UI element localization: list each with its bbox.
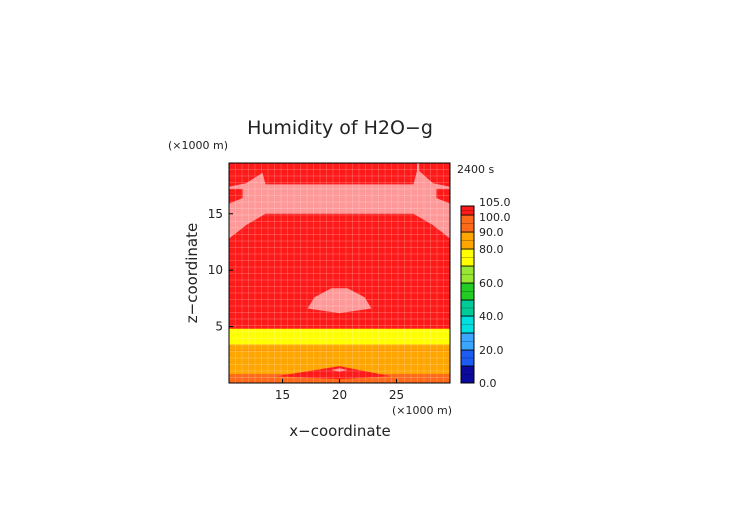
y-tick-label: 5 xyxy=(215,320,223,334)
region-band-sat-lower xyxy=(276,366,391,380)
colorbar-tick-label: 90.0 xyxy=(479,226,504,239)
region-red-top-center xyxy=(262,163,417,185)
gridlines xyxy=(229,163,450,383)
y-tick-labels: 5 10 15 xyxy=(208,207,233,334)
region-band-sat-lower-hole xyxy=(331,368,348,372)
region-band-70-80 xyxy=(229,328,450,345)
y-tick-label: 10 xyxy=(208,263,223,277)
colorbar-tick-label: 80.0 xyxy=(479,243,504,256)
x-tick-label: 25 xyxy=(389,388,404,402)
x-tick-labels: 15 20 25 xyxy=(275,379,404,402)
region-band-80-90-upper xyxy=(229,344,450,351)
colorbar-frame xyxy=(460,205,475,384)
chart-title: Humidity of H2O−g xyxy=(247,117,433,139)
colorbar-tick-label: 100.0 xyxy=(479,211,511,224)
y-axis-label: z−coordinate xyxy=(183,223,201,323)
x-tick-label: 20 xyxy=(332,388,347,402)
x-axis-label: x−coordinate xyxy=(289,422,390,440)
y-tick-label: 15 xyxy=(208,207,223,221)
y-unit-label: (×1000 m) xyxy=(168,139,228,152)
colorbar-tick-labels: 0.0 20.0 40.0 60.0 80.0 90.0 100.0 105.0 xyxy=(479,196,511,390)
time-label: 2400 s xyxy=(457,163,494,176)
contour-regions xyxy=(229,163,450,383)
x-tick-label: 15 xyxy=(275,388,290,402)
region-pink-mid-blob xyxy=(307,288,372,314)
colorbar-tick-label: 0.0 xyxy=(479,377,497,390)
colorbar-tick-label: 105.0 xyxy=(479,196,511,209)
colorbar-tick-label: 60.0 xyxy=(479,277,504,290)
x-unit-label: (×1000 m) xyxy=(392,404,452,417)
colorbar-tick-label: 20.0 xyxy=(479,344,504,357)
colorbar-tick-label: 40.0 xyxy=(479,310,504,323)
region-red-top-right xyxy=(436,188,450,204)
region-red-top-left xyxy=(229,188,243,204)
colorbar xyxy=(460,205,475,384)
